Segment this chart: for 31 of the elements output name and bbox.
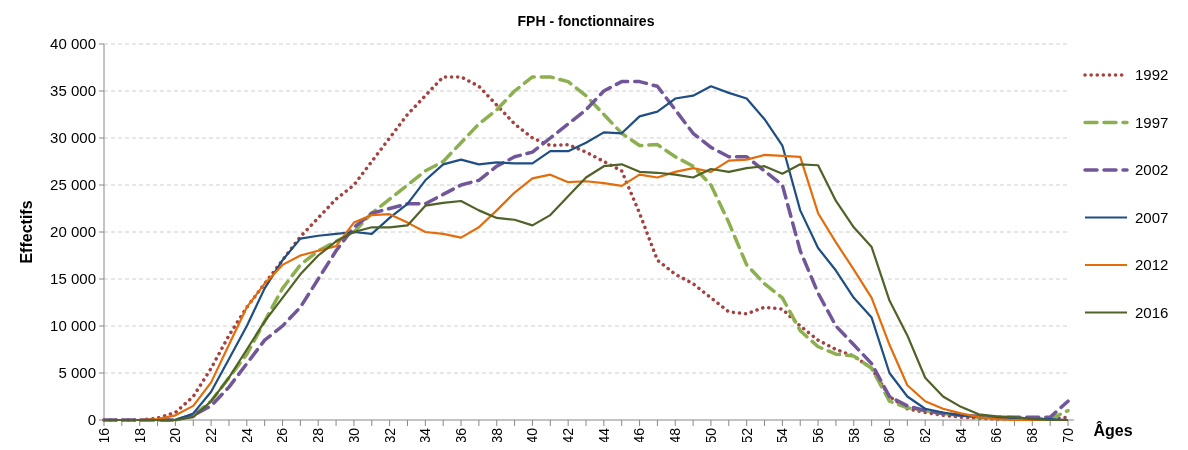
y-tick-label: 40 000 xyxy=(50,35,96,53)
y-tick-label: 10 000 xyxy=(50,317,96,335)
legend-label: 2012 xyxy=(1135,256,1169,274)
x-tick-label: 66 xyxy=(988,427,1005,444)
y-tick-label: 35 000 xyxy=(50,82,96,100)
x-axis-title: Âges xyxy=(1093,421,1133,439)
chart-title: FPH - fonctionnaires xyxy=(517,13,655,29)
y-tick-label: 30 000 xyxy=(50,129,96,147)
x-tick-label: 70 xyxy=(1059,427,1076,444)
y-tick-label: 0 xyxy=(87,411,96,429)
y-tick-label: 25 000 xyxy=(50,176,96,194)
y-tick-label: 5 000 xyxy=(58,364,96,382)
y-tick-label: 20 000 xyxy=(50,223,96,241)
y-axis-title: Effectifs xyxy=(18,200,35,264)
legend-label: 1992 xyxy=(1135,66,1169,84)
y-tick-label: 15 000 xyxy=(50,270,96,288)
x-tick-label: 62 xyxy=(917,427,934,444)
x-tick-label: 60 xyxy=(881,427,898,444)
legend-label: 2002 xyxy=(1135,161,1169,179)
legend-label: 2007 xyxy=(1135,208,1169,226)
x-tick-label: 18 xyxy=(131,427,148,444)
legend-label: 2016 xyxy=(1135,303,1169,321)
legend-label: 1997 xyxy=(1135,113,1169,131)
x-tick-label: 28 xyxy=(310,427,327,444)
x-tick-label: 24 xyxy=(238,427,255,444)
x-tick-label: 26 xyxy=(274,427,291,444)
x-tick-label: 22 xyxy=(203,427,220,444)
x-tick-label: 16 xyxy=(95,427,112,444)
x-tick-label: 20 xyxy=(167,427,184,444)
x-tick-label: 68 xyxy=(1024,427,1041,444)
x-tick-label: 64 xyxy=(952,427,969,444)
